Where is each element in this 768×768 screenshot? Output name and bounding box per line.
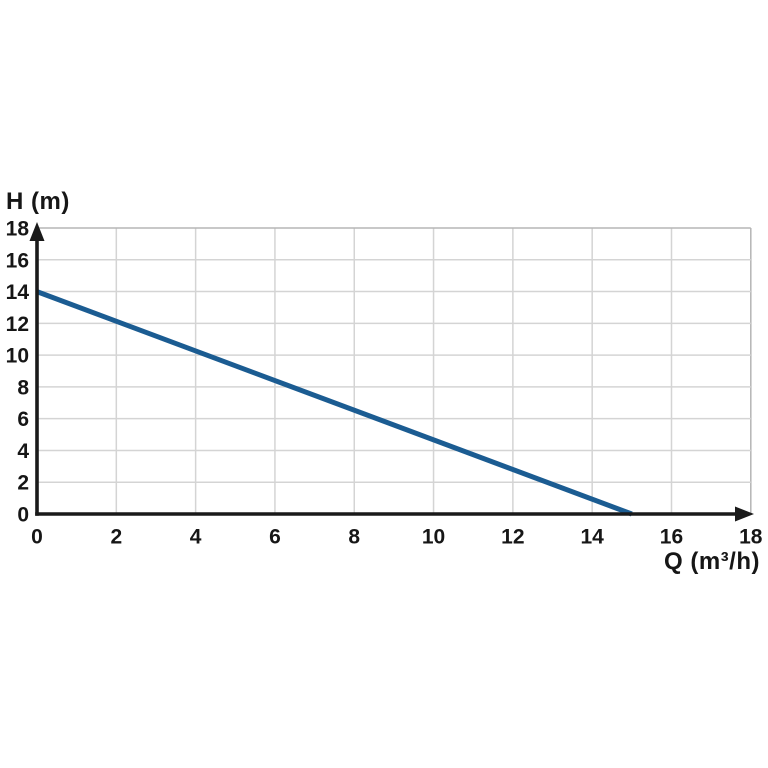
x-tick-label: 14 (580, 526, 604, 549)
y-tick-label: 4 (17, 440, 29, 463)
y-tick-label: 14 (6, 281, 30, 304)
y-tick-label: 16 (6, 249, 29, 272)
x-axis-title: Q (m³/h) (664, 548, 760, 575)
y-tick-label: 0 (17, 504, 29, 527)
x-tick-label: 2 (110, 526, 122, 549)
y-axis-arrow-icon (29, 222, 45, 241)
y-tick-label: 8 (17, 376, 29, 399)
y-tick-label: 12 (6, 313, 29, 336)
y-tick-label: 10 (6, 345, 29, 368)
x-tick-label: 6 (269, 526, 281, 549)
x-tick-label: 12 (501, 526, 524, 549)
x-tick-label: 4 (190, 526, 202, 549)
y-tick-label: 2 (17, 472, 29, 495)
y-tick-label: 18 (6, 218, 30, 241)
x-tick-label: 18 (739, 526, 763, 549)
x-axis-arrow-icon (735, 506, 754, 522)
x-tick-label: 0 (31, 526, 43, 549)
y-tick-label: 6 (17, 408, 29, 431)
x-tick-label: 16 (660, 526, 683, 549)
x-tick-label: 8 (348, 526, 360, 549)
y-axis-title: H (m) (6, 188, 70, 215)
x-tick-label: 10 (422, 526, 445, 549)
pump-head-curve (36, 289, 633, 517)
